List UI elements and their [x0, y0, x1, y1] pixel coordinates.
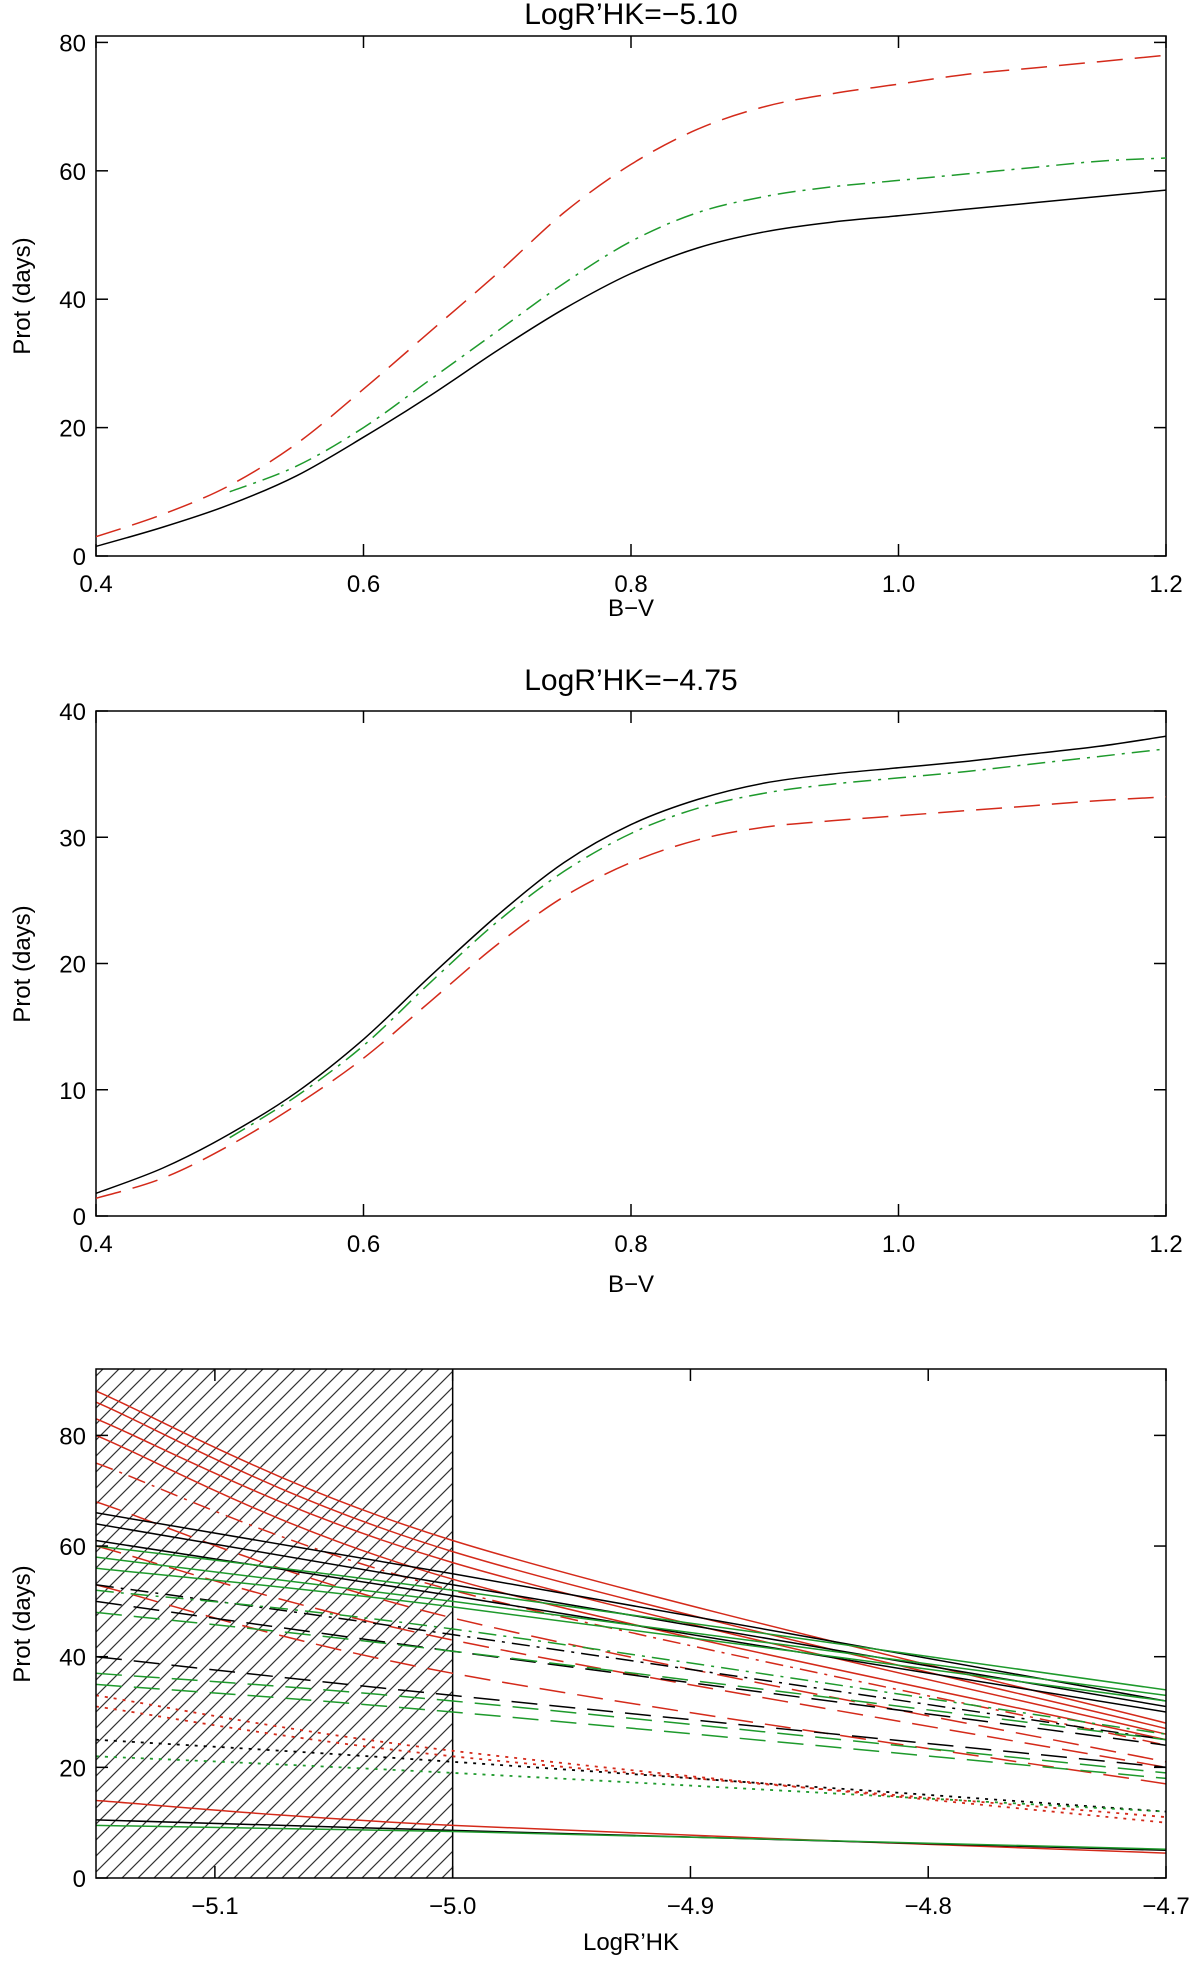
series-line-green-dash: [96, 1611, 1166, 1741]
x-tick-label: 1.2: [1149, 571, 1182, 598]
panel-2-xlabel: B−V: [608, 1271, 654, 1298]
x-tick-label: −5.1: [191, 1893, 238, 1920]
series-line-black-dash: [96, 1655, 1166, 1769]
panel-1-plot-frame: [95, 35, 1167, 557]
y-tick-label: 80: [59, 30, 86, 57]
panel-2: LogR’HK=−4.75 0.4 0.6 0.8 1.0 1.2 0 10 20 30 40 B…: [9, 664, 1183, 1298]
y-tick-label: 40: [59, 1645, 86, 1672]
series-line-red-dash: [96, 796, 1166, 1200]
x-tick-label: −5.0: [429, 1893, 476, 1920]
series-line-green-solid: [96, 1567, 1166, 1702]
series-line-black-solid: [96, 1512, 1166, 1702]
panel-1-series: [96, 54, 1166, 548]
y-tick-label: 60: [59, 1534, 86, 1561]
series-line-black-dot: [96, 1738, 1166, 1813]
panel-3-axes: −5.1 −5.0 −4.9 −4.8 −4.7 0 20 40 60 80: [59, 1369, 1190, 1920]
panel-3-series: [96, 1390, 1166, 1854]
y-tick-label: 0: [73, 1204, 86, 1231]
series-line-red-solid: [96, 1799, 1166, 1854]
series-line-green-dashdot: [229, 157, 1166, 493]
series-line-red-dot: [96, 1694, 1166, 1824]
y-tick-label: 10: [59, 1078, 86, 1105]
y-tick-label: 0: [73, 1866, 86, 1893]
y-tick-label: 0: [73, 544, 86, 571]
series-line-green-dot: [96, 1755, 1166, 1813]
x-tick-label: −4.8: [905, 1893, 952, 1920]
series-line-red-dash: [96, 1545, 1166, 1769]
x-tick-label: 0.6: [347, 571, 380, 598]
panel-1-axes: 0.4 0.6 0.8 1.0 1.2 0 20 40 60 80: [59, 30, 1182, 598]
x-tick-label: 0.4: [79, 1231, 112, 1258]
panel-3-plot-frame: [95, 1368, 1167, 1879]
y-tick-label: 40: [59, 699, 86, 726]
panel-2-axes: 0.4 0.6 0.8 1.0 1.2 0 10 20 30 40: [59, 699, 1182, 1258]
series-line-red-dash: [96, 1501, 1166, 1763]
panel-2-title: LogR’HK=−4.75: [524, 664, 738, 697]
panel-3-hatched-region: [96, 1369, 453, 1878]
series-line-red-dash: [96, 1584, 1166, 1785]
y-tick-label: 20: [59, 1755, 86, 1782]
series-line-red-dash: [96, 54, 1166, 538]
panel-3: −5.1 −5.0 −4.9 −4.8 −4.7 0 20 40 60 80 LogR’HK Pr…: [9, 1368, 1190, 1956]
series-line-green-dash: [96, 1683, 1166, 1780]
series-line-green-solid: [96, 1545, 1166, 1691]
series-line-green-dashdot: [229, 748, 1166, 1139]
series-line-black-dashdot: [96, 1584, 1166, 1741]
y-tick-label: 20: [59, 952, 86, 979]
y-tick-label: 20: [59, 416, 86, 443]
panel-2-ylabel: Prot (days): [9, 905, 36, 1022]
series-line-green-solid: [96, 1556, 1166, 1697]
x-tick-label: 0.4: [79, 571, 112, 598]
y-tick-label: 80: [59, 1423, 86, 1450]
panel-3-xlabel: LogR’HK: [583, 1929, 679, 1956]
x-tick-label: 0.8: [614, 571, 647, 598]
x-tick-label: 1.0: [882, 571, 915, 598]
x-tick-label: 1.2: [1149, 1231, 1182, 1258]
x-tick-label: 0.8: [614, 1231, 647, 1258]
panel-2-series: [96, 735, 1166, 1200]
series-line-red-solid: [96, 1401, 1166, 1730]
y-tick-label: 60: [59, 159, 86, 186]
series-line-red-solid: [96, 1418, 1166, 1735]
panel-3-ylabel: Prot (days): [9, 1565, 36, 1682]
y-tick-label: 30: [59, 825, 86, 852]
x-tick-label: 1.0: [882, 1231, 915, 1258]
panel-2-plot-frame: [95, 710, 1167, 1217]
series-line-red-solid: [96, 1390, 1166, 1724]
x-tick-label: 0.6: [347, 1231, 380, 1258]
series-line-black-solid: [96, 1539, 1166, 1713]
panel-1: LogR’HK=−5.10 0.4 0.6 0.8 1.0 1.2 0 20 40 60 80 B…: [9, 0, 1183, 622]
series-line-green-dashdot: [96, 1589, 1166, 1735]
y-tick-label: 40: [59, 287, 86, 314]
series-line-black-solid: [96, 735, 1166, 1195]
series-line-black-solid: [96, 189, 1166, 548]
x-tick-label: −4.7: [1142, 1893, 1189, 1920]
panel-1-xlabel: B−V: [608, 595, 654, 622]
panel-1-ylabel: Prot (days): [9, 237, 36, 354]
series-line-black-dash: [96, 1600, 1166, 1746]
panel-1-title: LogR’HK=−5.10: [524, 0, 738, 31]
x-tick-label: −4.9: [667, 1893, 714, 1920]
series-line-green-dash: [96, 1672, 1166, 1774]
series-line-green-solid: [96, 1824, 1166, 1850]
